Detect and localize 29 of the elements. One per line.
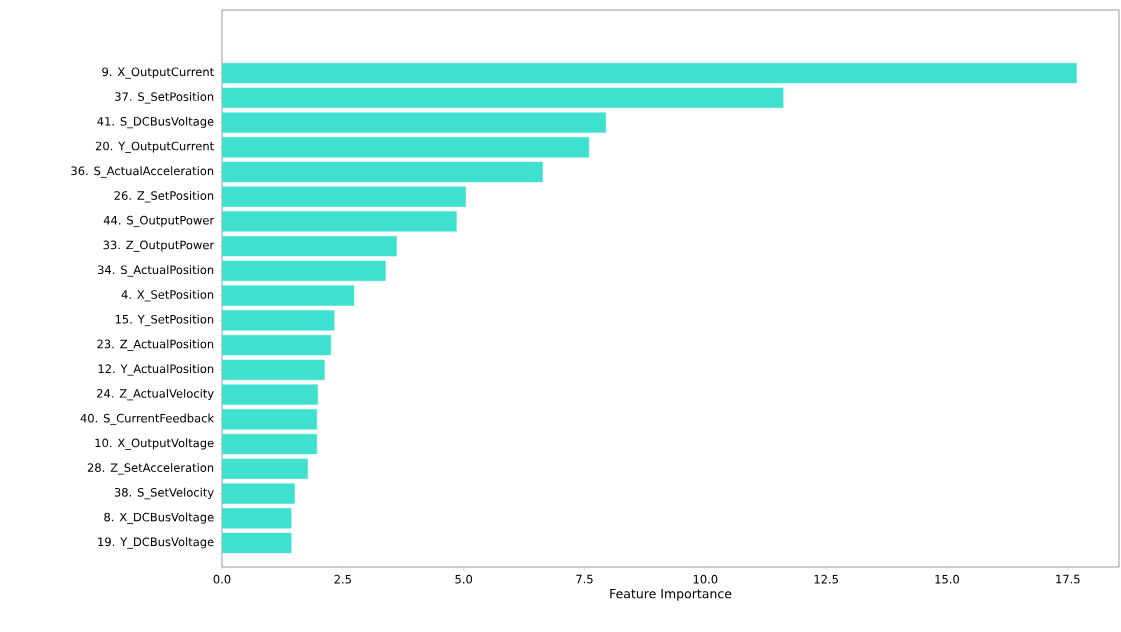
x-tick-label: 7.5: [576, 574, 593, 584]
x-tick-label: 15.0: [935, 574, 959, 584]
y-tick-label: 4. X_SetPosition: [121, 289, 214, 302]
x-tick-label: 5.0: [455, 574, 473, 584]
y-tick-label: 28. Z_SetAcceleration: [87, 463, 214, 475]
y-tick-label: 12. Y_ActualPosition: [98, 364, 214, 376]
x-tick-label: 0.0: [213, 574, 231, 584]
y-tick-label: 40. S_CurrentFeedback: [80, 413, 215, 426]
y-tick-label: 26. Z_SetPosition: [114, 191, 214, 203]
y-tick-label: 24. Z_ActualVelocity: [97, 388, 214, 401]
x-tick-label: 10.0: [693, 574, 718, 584]
y-tick-label: 20. Y_OutputCurrent: [95, 141, 214, 153]
y-tick-label: 8. X_DCBusVoltage: [104, 512, 214, 524]
y-tick-label: 33. Z_OutputPower: [103, 240, 215, 252]
y-tick-label: 10. X_OutputVoltage: [95, 438, 214, 450]
y-tick-label: 36. S_ActualAcceleration: [71, 166, 214, 178]
y-tick-label: 44. S_OutputPower: [103, 215, 215, 228]
y-tick-label: 37. S_SetPosition: [115, 92, 214, 104]
x-tick-label: 12.5: [814, 574, 838, 584]
y-tick-label: 15. Y_SetPosition: [115, 314, 214, 327]
x-tick-label: 17.5: [1056, 574, 1080, 584]
x-tick-label: 2.5: [334, 574, 351, 584]
x-axis-title: Feature Importance: [610, 589, 732, 601]
y-tick-label: 19. Y_DCBusVoltage: [98, 537, 214, 549]
y-tick-label: 38. S_SetVelocity: [114, 487, 214, 500]
y-tick-label: 9. X_OutputCurrent: [102, 67, 214, 79]
y-tick-label: 34. S_ActualPosition: [98, 265, 214, 277]
y-tick-label: 23. Z_ActualPosition: [97, 339, 214, 351]
y-tick-label: 41. S_DCBusVoltage: [97, 116, 214, 129]
